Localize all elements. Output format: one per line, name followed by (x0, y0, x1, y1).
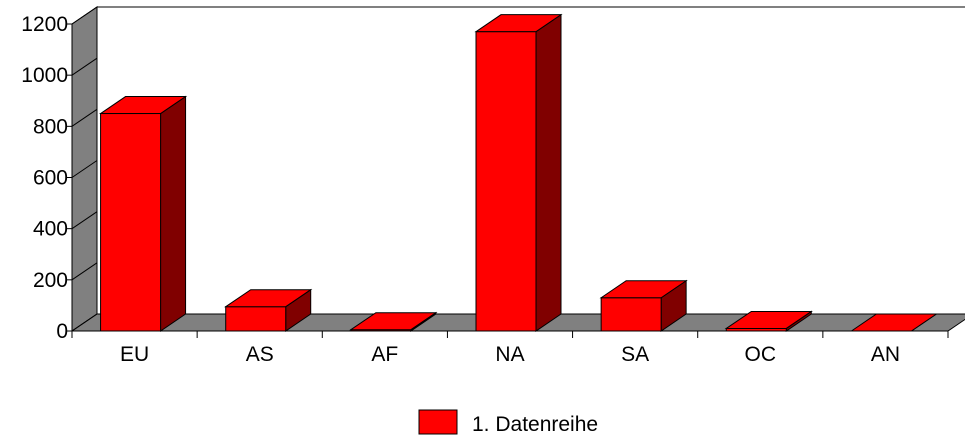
y-tick-depth (71, 6, 98, 25)
bar-top (474, 14, 563, 33)
bar-top (98, 96, 188, 115)
y-tick-depth (71, 211, 98, 230)
bar-top (349, 312, 438, 331)
x-axis: EU AS AF NA SA OC AN (71, 330, 949, 366)
bar-top (849, 313, 939, 332)
bar (98, 95, 188, 332)
y-tick-label: 200 (33, 269, 68, 292)
x-tick-label: OC (745, 343, 777, 366)
bar-front (225, 306, 287, 332)
x-tick-label: EU (120, 343, 149, 366)
bar (599, 279, 688, 332)
bar (474, 13, 563, 332)
x-tick-label: AS (246, 343, 274, 366)
bar-side (160, 95, 187, 332)
bar (849, 313, 939, 332)
x-tick-label: NA (495, 343, 524, 366)
x-tick-label: SA (621, 343, 649, 366)
bar-top (224, 289, 313, 308)
bar-front (100, 113, 162, 332)
legend-swatch (418, 409, 458, 435)
bar (349, 311, 438, 332)
x-tick-label: AF (371, 343, 398, 366)
bar-front (600, 297, 662, 332)
bar-front (475, 31, 537, 332)
bar-top (599, 280, 688, 299)
y-tick-label: 1200 (21, 13, 68, 36)
y-tick-label: 800 (33, 115, 68, 138)
y-tick-depth (71, 262, 98, 281)
bar-side (535, 13, 562, 332)
y-tick-depth (71, 108, 98, 127)
y-tick-label: 0 (56, 320, 68, 343)
y-tick-label: 400 (33, 218, 68, 241)
y-tick-label: 600 (33, 167, 68, 190)
y-tick-depth (71, 57, 98, 76)
bar-top (724, 310, 813, 329)
legend-label: 1. Datenreihe (472, 413, 598, 436)
x-tick-label: AN (871, 343, 900, 366)
y-tick-label: 1000 (21, 64, 68, 87)
bar (724, 310, 813, 332)
y-tick-depth (71, 160, 98, 178)
bars (98, 13, 939, 332)
bar (224, 288, 313, 332)
y-axis: 0 200 400 600 800 1000 1200 (21, 6, 98, 343)
y-tick-depth (71, 313, 98, 332)
legend: 1. Datenreihe (418, 409, 598, 436)
